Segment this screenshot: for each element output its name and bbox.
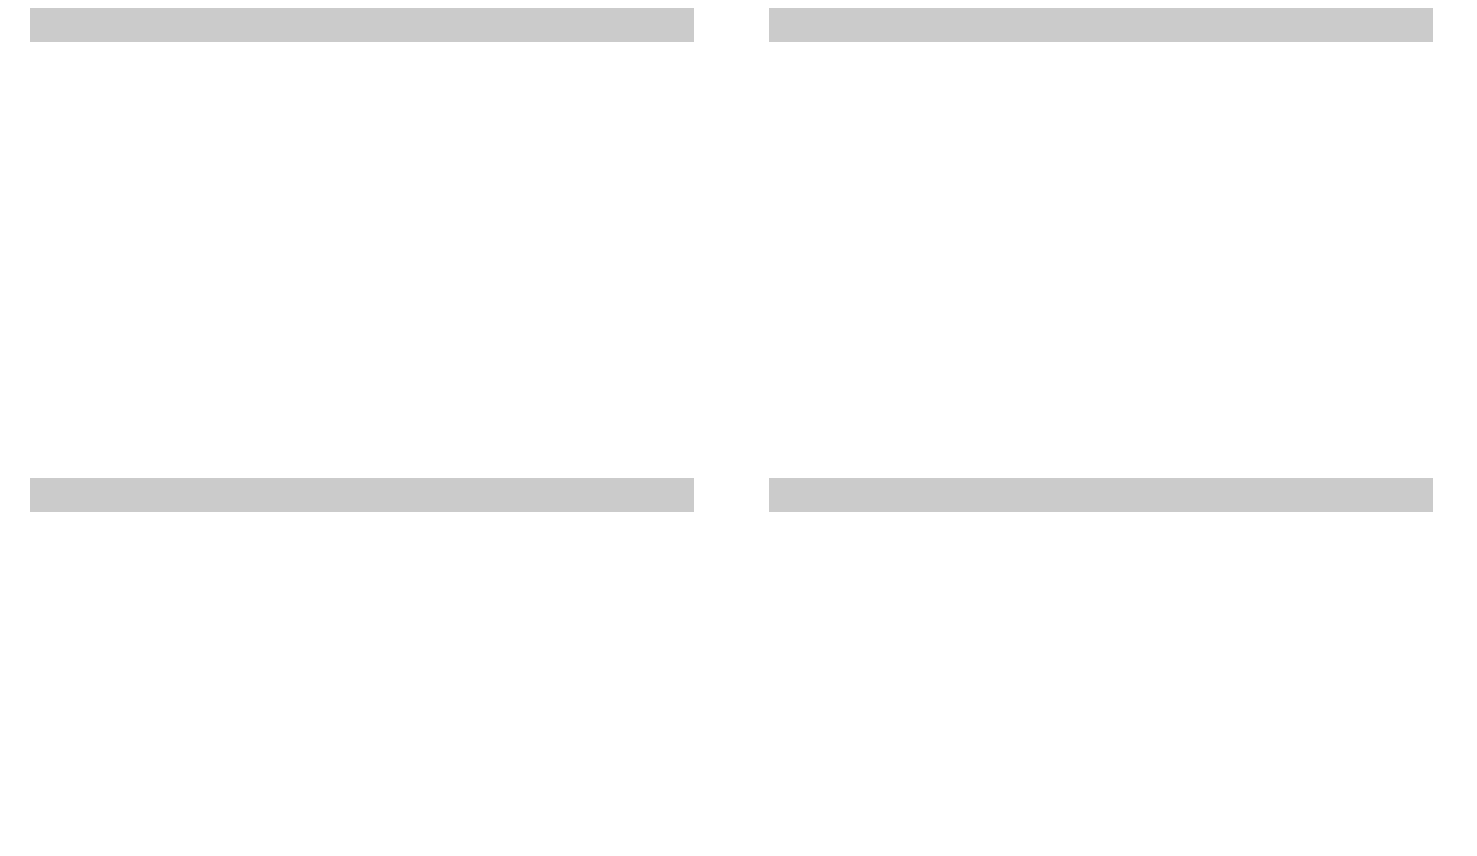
panel-float-charging	[769, 8, 1433, 50]
section-title-float-charging	[769, 8, 1433, 42]
section-title-float-life	[769, 478, 1433, 512]
panel-discharge	[30, 8, 694, 50]
panel-float-life	[769, 478, 1433, 520]
section-title-discharge	[30, 8, 694, 42]
section-title-temperature-capacity	[30, 478, 694, 512]
panel-temperature-capacity	[30, 478, 694, 520]
